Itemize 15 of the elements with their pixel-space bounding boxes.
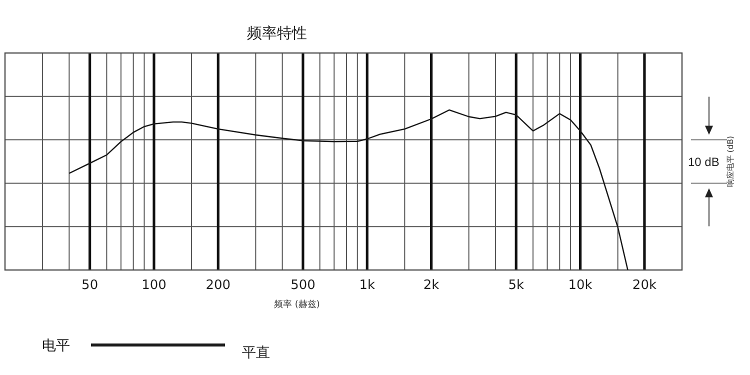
x-axis-title: 频率 (赫兹) [274, 299, 320, 310]
text: 10 dB [688, 155, 720, 169]
x-tick-label: 50 [82, 278, 98, 293]
text: 响应电平 (dB) [726, 136, 735, 188]
x-tick-label: 200 [206, 278, 231, 293]
legend: 电平 平直 [42, 338, 270, 361]
x-tick-label: 20k [632, 278, 657, 293]
x-tick-label: 500 [290, 278, 316, 293]
legend-title: 电平 [42, 338, 70, 354]
x-tick-label: 5k [508, 278, 524, 293]
x-tick-label: 100 [142, 278, 166, 293]
x-tick-label: 2k [423, 278, 440, 293]
chart-title: 频率特性 [247, 24, 307, 42]
x-tick-label: 1k [359, 278, 376, 293]
x-tick-label: 10k [568, 278, 593, 293]
